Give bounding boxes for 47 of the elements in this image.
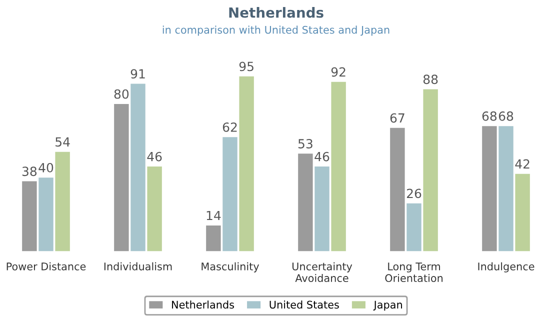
data-label: 88 (423, 74, 438, 84)
bar (423, 89, 438, 252)
data-label: 91 (130, 69, 145, 79)
bar (314, 166, 330, 252)
data-label: 54 (56, 137, 70, 147)
data-label: 95 (239, 62, 254, 72)
chart-title: Netherlands (229, 7, 324, 18)
legend-label: United States (270, 300, 339, 309)
x-tick-label: Uncertainty Avoidance (292, 262, 352, 282)
data-label: 46 (147, 152, 162, 162)
chart-subtitle: in comparison with United States and Japan (162, 26, 390, 36)
x-tick-label: Indulgence (478, 262, 534, 272)
legend-label: Netherlands (172, 300, 234, 309)
data-label: 67 (390, 113, 404, 123)
bar (22, 181, 37, 252)
x-tick-label: Long Term Orientation (385, 262, 443, 282)
bar (114, 104, 129, 252)
bar (38, 178, 54, 252)
data-label: 38 (22, 166, 37, 176)
data-label: 68 (482, 111, 497, 121)
x-tick-label: Power Distance (6, 262, 86, 270)
bar (239, 76, 254, 252)
data-label: 68 (498, 111, 514, 121)
bar (206, 225, 221, 252)
data-label: 92 (331, 67, 346, 77)
data-label: 80 (114, 89, 129, 99)
bar (130, 84, 146, 252)
data-label: 40 (38, 162, 54, 172)
bar (482, 126, 497, 252)
bar (515, 174, 530, 252)
bar (331, 82, 346, 252)
x-tick-label: Individualism (104, 262, 172, 270)
data-label: 46 (314, 152, 330, 162)
bar (147, 166, 162, 252)
data-label: 53 (298, 139, 312, 148)
x-tick-label: Masculinity (202, 262, 260, 272)
bar (298, 154, 313, 252)
bar (406, 203, 422, 252)
bar (498, 126, 514, 252)
bar (222, 137, 238, 252)
bar (390, 128, 405, 252)
data-label: 42 (515, 159, 530, 169)
bar (55, 152, 70, 252)
data-label: 14 (206, 210, 221, 220)
legend-label: Japan (373, 300, 402, 311)
data-label: 26 (406, 188, 422, 198)
data-label: 62 (222, 122, 237, 132)
